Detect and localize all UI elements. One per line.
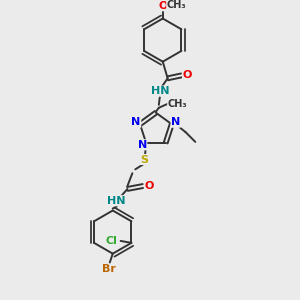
Text: Br: Br	[102, 264, 116, 274]
Text: N: N	[131, 117, 141, 127]
Text: N: N	[171, 117, 180, 127]
Text: S: S	[140, 154, 148, 164]
Text: N: N	[137, 140, 147, 150]
Text: CH₃: CH₃	[167, 0, 186, 10]
Text: O: O	[144, 181, 154, 191]
Text: O: O	[158, 1, 167, 11]
Text: O: O	[183, 70, 192, 80]
Text: HN: HN	[151, 86, 169, 96]
Text: CH₃: CH₃	[168, 99, 187, 109]
Text: HN: HN	[107, 196, 126, 206]
Text: Cl: Cl	[106, 236, 118, 246]
